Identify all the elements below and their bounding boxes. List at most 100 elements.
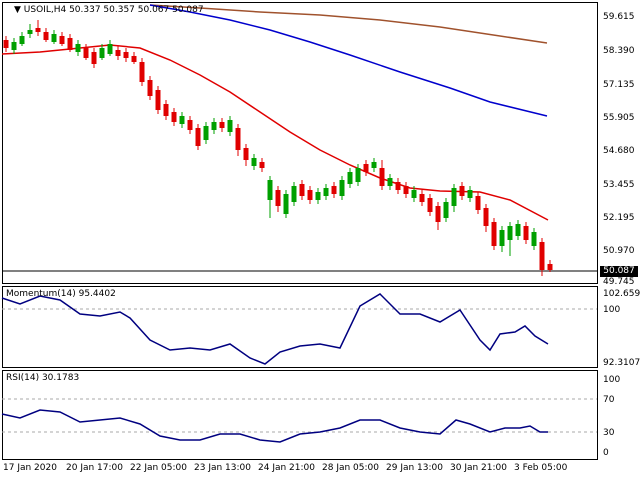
momentum-panel[interactable] bbox=[2, 286, 598, 368]
time-axis-label: 22 Jan 05:00 bbox=[130, 463, 187, 473]
candle-body bbox=[91, 52, 97, 64]
candle-body bbox=[27, 30, 33, 34]
candle-body bbox=[347, 172, 353, 184]
candle-body bbox=[179, 116, 185, 124]
candle-body bbox=[51, 34, 57, 42]
candle-body bbox=[83, 48, 89, 58]
momentum-line bbox=[1, 293, 549, 365]
momentum-axis-label: 100 bbox=[603, 305, 621, 315]
candle-body bbox=[171, 112, 177, 122]
candle-body bbox=[499, 230, 505, 246]
price-axis-label: 49.745 bbox=[603, 277, 635, 287]
candle-body bbox=[531, 232, 537, 246]
candle-body bbox=[339, 180, 345, 196]
momentum-axis-label: 92.3107 bbox=[603, 358, 640, 368]
candle-body bbox=[427, 198, 433, 212]
candle-body bbox=[195, 128, 201, 146]
time-axis-label: 23 Jan 13:00 bbox=[194, 463, 251, 473]
candle-body bbox=[355, 168, 361, 182]
candle-body bbox=[19, 36, 25, 44]
candle-body bbox=[211, 122, 217, 130]
candle-body bbox=[491, 222, 497, 246]
time-axis-label: 30 Jan 21:00 bbox=[450, 463, 507, 473]
candle-body bbox=[475, 196, 481, 210]
candle-body bbox=[387, 178, 393, 186]
price-panel-title: ▼ USOIL,H4 50.337 50.357 50.067 50.087 bbox=[14, 5, 204, 15]
rsi-axis-label: 30 bbox=[603, 428, 615, 438]
candle-body bbox=[35, 28, 41, 32]
candle-body bbox=[259, 162, 265, 168]
candle-body bbox=[539, 242, 545, 270]
candle-body bbox=[219, 122, 225, 128]
candle-body bbox=[419, 194, 425, 202]
candle-body bbox=[291, 186, 297, 202]
time-axis-label: 20 Jan 17:00 bbox=[66, 463, 123, 473]
candle-body bbox=[443, 202, 449, 218]
price-axis-label: 54.680 bbox=[603, 146, 635, 156]
candle-body bbox=[267, 180, 273, 200]
candle-body bbox=[99, 48, 105, 58]
price-axis-label: 53.455 bbox=[603, 180, 635, 190]
candle-body bbox=[227, 120, 233, 132]
candle-body bbox=[107, 44, 113, 54]
price-axis-label: 59.615 bbox=[603, 12, 635, 22]
price-axis-label: 52.195 bbox=[603, 213, 635, 223]
current-price-badge: 50.087 bbox=[600, 266, 638, 277]
time-axis-label: 17 Jan 2020 bbox=[3, 463, 57, 473]
candle-body bbox=[331, 186, 337, 194]
candle-body bbox=[515, 224, 521, 236]
time-axis-label: 3 Feb 05:00 bbox=[514, 463, 568, 473]
candle-body bbox=[43, 32, 49, 40]
candle-body bbox=[483, 208, 489, 226]
price-axis-label: 57.135 bbox=[603, 80, 635, 90]
rsi-panel-title: RSI(14) 30.1783 bbox=[6, 373, 80, 383]
candle-body bbox=[155, 90, 161, 110]
candle-body bbox=[411, 190, 417, 198]
price-axis-label: 50.970 bbox=[603, 246, 635, 256]
candle-body bbox=[323, 188, 329, 196]
dropdown-triangle-icon[interactable]: ▼ bbox=[14, 5, 24, 15]
candle-body bbox=[307, 190, 313, 200]
candle-body bbox=[139, 62, 145, 82]
candle-body bbox=[315, 192, 321, 200]
candle-body bbox=[235, 128, 241, 150]
candle-body bbox=[115, 50, 121, 56]
ma-slow-line bbox=[149, 4, 548, 44]
ma-mid-line bbox=[149, 4, 548, 117]
time-axis-label: 24 Jan 21:00 bbox=[258, 463, 315, 473]
candle-body bbox=[403, 186, 409, 194]
ma-fast-line bbox=[1, 44, 549, 221]
rsi-axis-label: 100 bbox=[603, 375, 621, 385]
rsi-line bbox=[1, 409, 548, 443]
candle-body bbox=[547, 264, 553, 270]
candle-body bbox=[299, 184, 305, 196]
candle-body bbox=[187, 120, 193, 130]
candle-body bbox=[371, 162, 377, 168]
candle-body bbox=[467, 190, 473, 198]
candle-body bbox=[243, 148, 249, 160]
candle-body bbox=[435, 206, 441, 222]
rsi-axis-label: 70 bbox=[603, 395, 615, 405]
time-axis-label: 28 Jan 05:00 bbox=[322, 463, 379, 473]
candle-body bbox=[451, 188, 457, 206]
candle-body bbox=[131, 56, 137, 62]
candle-body bbox=[395, 182, 401, 190]
candle-body bbox=[163, 104, 169, 116]
candle-body bbox=[363, 164, 369, 172]
candle-body bbox=[283, 194, 289, 214]
candle-body bbox=[507, 226, 513, 240]
candle-body bbox=[123, 52, 129, 58]
candle-body bbox=[75, 44, 81, 52]
candle-body bbox=[203, 126, 209, 140]
candle-body bbox=[67, 38, 73, 50]
price-axis-label: 58.390 bbox=[603, 46, 635, 56]
candle-body bbox=[523, 226, 529, 240]
rsi-panel[interactable] bbox=[2, 370, 598, 460]
candle-body bbox=[379, 168, 385, 186]
momentum-panel-title: Momentum(14) 95.4402 bbox=[6, 289, 116, 299]
candle-body bbox=[459, 186, 465, 196]
candle-body bbox=[251, 158, 257, 166]
